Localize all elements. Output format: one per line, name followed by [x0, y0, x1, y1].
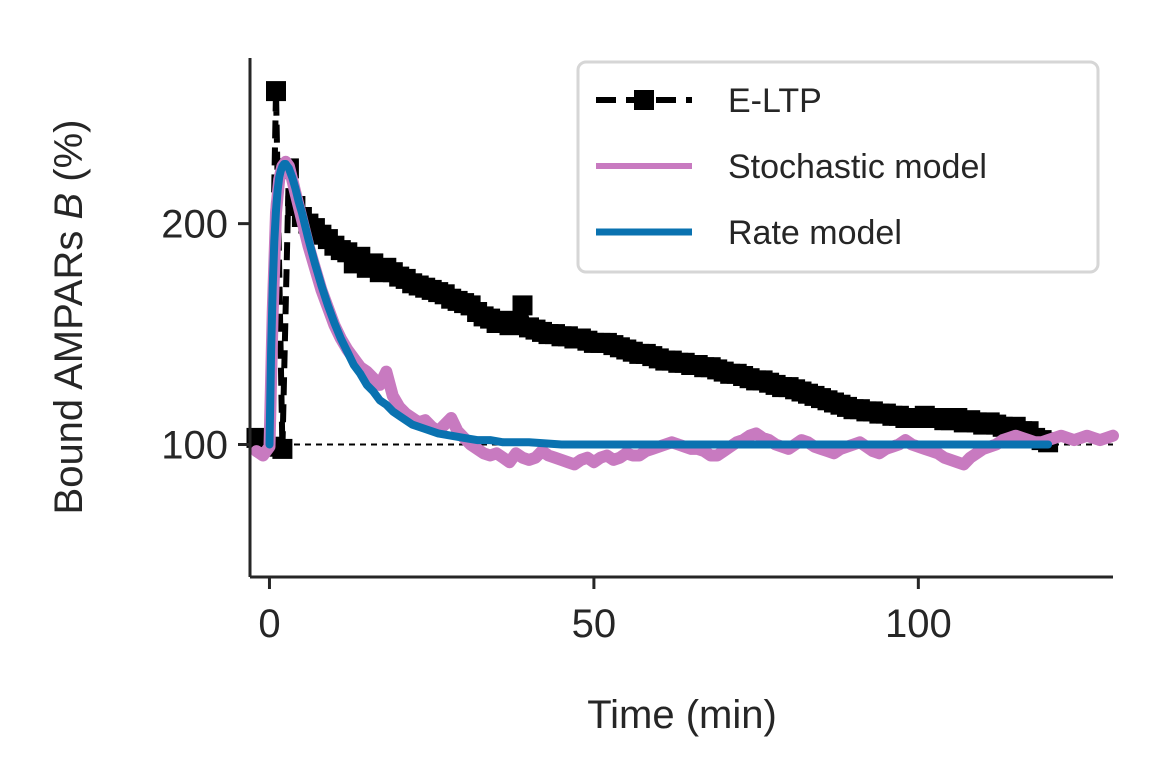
y-axis-label-prefix: Bound AMPARs	[47, 220, 91, 515]
eltp-point	[266, 81, 286, 102]
plot-area	[246, 81, 1119, 471]
axes	[248, 58, 1113, 579]
ticks: 0 50 100 100 200	[161, 203, 951, 646]
legend-label-eltp: E-LTP	[728, 82, 822, 120]
legend-marker-eltp	[634, 90, 654, 110]
x-axis-label: Time (min)	[587, 693, 777, 737]
legend-label-rate: Rate model	[728, 214, 902, 252]
x-tick-label: 50	[572, 602, 617, 646]
y-tick-label: 200	[161, 203, 228, 247]
y-axis-label-variable: B	[47, 193, 91, 220]
series-rate-line	[265, 160, 1053, 449]
legend-label-stochastic: Stochastic model	[728, 148, 987, 186]
y-axis-label-suffix: (%)	[47, 120, 91, 193]
x-tick-label: 0	[258, 602, 280, 646]
eltp-point	[272, 438, 293, 459]
eltp-point	[512, 295, 533, 316]
y-axis-label: Bound AMPARs B (%)	[47, 120, 91, 515]
y-tick-label: 100	[161, 423, 228, 467]
legend-frame	[576, 60, 1100, 274]
x-tick-label: 100	[885, 602, 952, 646]
legend: E-LTP Stochastic model Rate model	[576, 60, 1100, 274]
